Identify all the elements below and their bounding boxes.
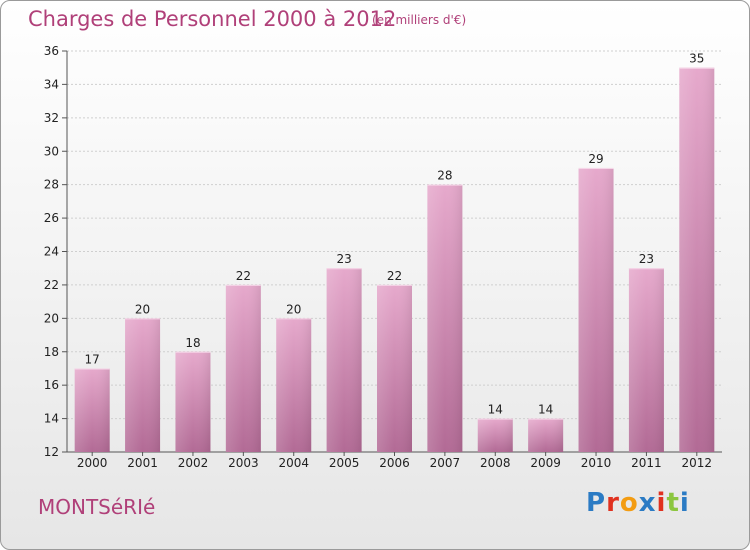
x-tick-label: 2011: [631, 456, 662, 470]
x-tick-label: 2007: [430, 456, 461, 470]
x-tick-label: 2005: [329, 456, 360, 470]
bar-shine: [125, 318, 161, 452]
y-tick-label: 30: [44, 144, 59, 158]
bar-shine: [477, 418, 513, 452]
x-tick-label: 2000: [77, 456, 108, 470]
data-label: 23: [639, 252, 654, 266]
chart-title: Charges de Personnel 2000 à 2012: [28, 7, 397, 31]
bar-shine: [578, 167, 614, 453]
y-tick-label: 24: [44, 245, 59, 259]
y-tick-label: 12: [44, 445, 59, 459]
bar-shine: [679, 67, 715, 452]
x-tick-label: 2001: [127, 456, 158, 470]
commune-name: MONTSéRIé: [38, 495, 156, 519]
data-label: 23: [336, 252, 351, 266]
data-label: 20: [286, 302, 301, 316]
x-tick-label: 2003: [228, 456, 259, 470]
y-tick-label: 22: [44, 278, 59, 292]
bar-shine: [528, 418, 564, 452]
x-tick-label: 2004: [278, 456, 309, 470]
bars: [74, 67, 715, 453]
bar-shine: [225, 284, 261, 452]
y-tick-label: 34: [44, 77, 59, 91]
bar-shine: [427, 184, 463, 452]
labels: 12 14 16 18 20 22 24 26 28 30 32 34 36 17 2000 20 2001 18…: [44, 44, 712, 470]
data-label: 28: [437, 169, 452, 183]
y-tick-label: 14: [44, 412, 59, 426]
data-label: 29: [588, 152, 603, 166]
data-label: 14: [488, 403, 503, 417]
bar-shine: [326, 268, 362, 452]
data-label: 20: [135, 302, 150, 316]
y-tick-label: 26: [44, 211, 59, 225]
x-tick-label: 2006: [379, 456, 410, 470]
y-tick-label: 28: [44, 178, 59, 192]
proxiti-logo[interactable]: Proxiti: [586, 488, 690, 518]
x-tick-label: 2012: [682, 456, 713, 470]
bar-shine: [377, 284, 412, 452]
y-tick-label: 18: [44, 345, 59, 359]
data-label: 18: [185, 336, 200, 350]
bar-shine: [175, 351, 211, 452]
data-label: 22: [387, 269, 402, 283]
x-tick-label: 2009: [530, 456, 561, 470]
bar-shine: [628, 268, 664, 452]
chart-subtitle: (en milliers d'€): [372, 13, 467, 27]
data-label: 22: [236, 269, 251, 283]
data-label: 35: [689, 52, 704, 66]
y-tick-label: 32: [44, 111, 59, 125]
x-tick-label: 2008: [480, 456, 511, 470]
y-tick-label: 20: [44, 311, 59, 325]
x-tick-label: 2002: [178, 456, 209, 470]
bar-shine: [276, 318, 312, 452]
data-label: 14: [538, 403, 553, 417]
x-tick-label: 2010: [581, 456, 612, 470]
y-tick-label: 36: [44, 44, 59, 58]
bar-shine: [74, 368, 110, 452]
data-label: 17: [85, 352, 100, 366]
y-tick-label: 16: [44, 378, 59, 392]
